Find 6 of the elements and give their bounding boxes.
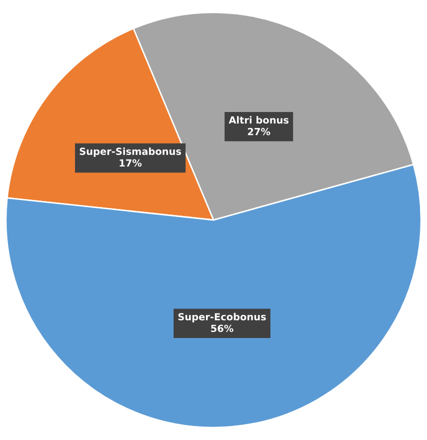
data-label: 17% xyxy=(120,159,142,167)
slice-label: Altri bonus xyxy=(228,116,289,124)
slice-label: Super-Ecobonus xyxy=(178,312,266,322)
data-label: 56% xyxy=(211,324,234,332)
data-label: 27% xyxy=(248,128,270,136)
slice-label: Super-Sismabonus xyxy=(80,147,182,157)
